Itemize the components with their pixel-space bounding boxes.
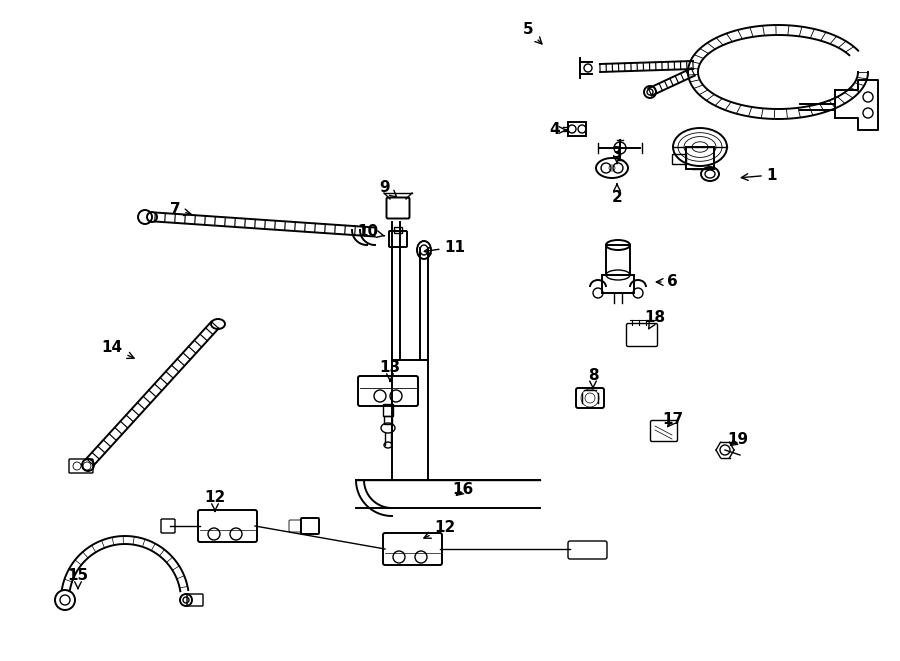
- Text: 13: 13: [380, 360, 400, 381]
- Bar: [606, 245, 630, 275]
- Text: 9: 9: [380, 180, 397, 197]
- Text: 12: 12: [204, 490, 226, 511]
- Text: 11: 11: [424, 239, 465, 254]
- Bar: [394, 227, 402, 233]
- Text: 16: 16: [453, 483, 473, 498]
- Bar: [384, 416, 392, 424]
- Text: 7: 7: [170, 202, 191, 217]
- Text: 5: 5: [523, 22, 542, 44]
- Text: 8: 8: [588, 368, 598, 388]
- Text: 3: 3: [612, 145, 622, 163]
- Text: 14: 14: [102, 340, 134, 358]
- Text: 18: 18: [644, 311, 666, 329]
- Bar: [602, 275, 634, 293]
- Text: 12: 12: [424, 520, 455, 538]
- Bar: [672, 154, 686, 164]
- Bar: [686, 147, 714, 169]
- Text: 17: 17: [662, 412, 684, 428]
- Text: 2: 2: [612, 184, 623, 206]
- Text: 19: 19: [727, 432, 749, 447]
- Bar: [568, 122, 586, 136]
- Text: 4: 4: [550, 122, 566, 137]
- Text: 15: 15: [68, 568, 88, 589]
- Text: 10: 10: [357, 225, 384, 239]
- Bar: [383, 404, 393, 416]
- Text: 1: 1: [742, 167, 778, 182]
- Text: 6: 6: [656, 274, 678, 290]
